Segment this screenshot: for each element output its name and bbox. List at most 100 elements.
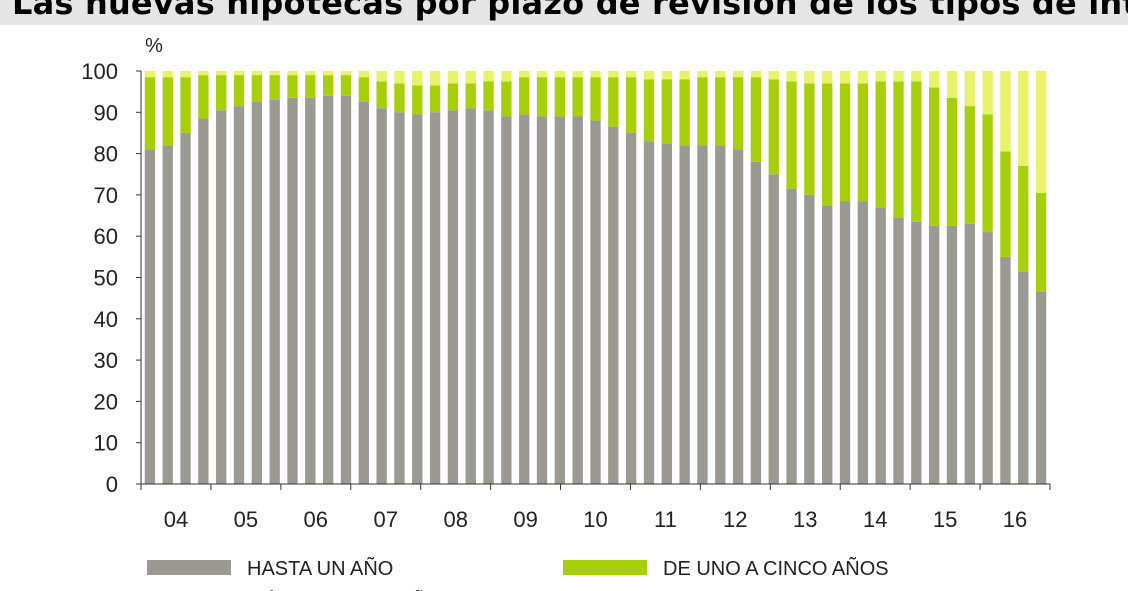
bar-segment-series-2: [447, 71, 459, 84]
bar-segment-series-0: [447, 110, 459, 485]
bar-segment-series-2: [287, 71, 298, 76]
bar-segment-series-0: [679, 145, 690, 484]
bar-segment-series-2: [643, 71, 655, 80]
bar-segment-series-2: [1000, 71, 1011, 152]
bar-segment-series-1: [768, 79, 779, 175]
bar-segment-series-1: [590, 77, 601, 121]
bar-segment-series-0: [322, 95, 334, 484]
x-tick-label: 04: [164, 507, 188, 532]
bar-segment-series-2: [376, 71, 387, 82]
bar-segment-series-0: [625, 132, 637, 484]
bar-segment-series-0: [394, 112, 405, 485]
bar-segment-series-1: [572, 77, 583, 117]
bar-segment-series-2: [608, 71, 619, 78]
bar-segment-series-2: [661, 71, 672, 80]
bar-segment-series-1: [536, 77, 548, 117]
bar-segment-series-1: [340, 75, 352, 96]
bar-segment-series-2: [322, 71, 334, 76]
bar-segment-series-2: [822, 71, 833, 84]
bar-segment-series-1: [946, 97, 958, 226]
bar-segment-series-0: [429, 112, 441, 485]
bar-segment-series-0: [715, 145, 726, 484]
bar-segment-series-1: [180, 77, 191, 133]
y-tick-label: 60: [94, 224, 118, 249]
bar-segment-series-2: [465, 71, 476, 84]
bar-segment-series-0: [233, 106, 245, 484]
bar-segment-series-1: [322, 75, 334, 96]
bar-segment-series-1: [911, 81, 922, 222]
y-unit-label: %: [145, 35, 163, 57]
bar-segment-series-1: [679, 79, 690, 146]
legend-swatch: [147, 560, 231, 575]
x-tick-label: 08: [443, 507, 467, 532]
bar-segment-series-0: [305, 97, 316, 484]
y-tick-label: 50: [94, 266, 118, 291]
bar-segment-series-1: [376, 81, 387, 109]
bar-segment-series-1: [144, 77, 156, 150]
bar-segment-series-0: [982, 232, 993, 484]
bar-segment-series-0: [964, 223, 975, 484]
bar-segment-series-1: [305, 75, 316, 98]
bar-segment-series-2: [198, 71, 209, 76]
bar-segment-series-2: [501, 71, 512, 82]
bar-segment-series-2: [679, 71, 690, 80]
bar-segment-series-0: [483, 110, 494, 485]
x-tick-label: 15: [933, 507, 957, 532]
bar-segment-series-1: [964, 106, 975, 224]
legend-label: HASTA UN AÑO: [247, 556, 393, 580]
bar-segment-series-1: [501, 81, 512, 117]
bar-segment-series-2: [875, 71, 886, 82]
x-tick-label: 07: [373, 507, 397, 532]
bar-segment-series-2: [768, 71, 779, 80]
bar-segment-series-2: [839, 71, 851, 84]
bar-segment-series-1: [822, 83, 833, 206]
bar-segment-series-1: [643, 79, 655, 142]
bar-segment-series-1: [1018, 165, 1029, 272]
bar-segment-series-1: [750, 77, 762, 162]
bar-segment-series-0: [608, 126, 619, 484]
bar-segment-series-1: [483, 81, 494, 111]
x-axis: 04 05 06 07 08 09 10 11 12 13 14 15 16: [140, 483, 1051, 532]
title-band: Las nuevas hipotecas por plazo de revisi…: [0, 0, 1128, 25]
bar-segment-series-1: [661, 79, 672, 144]
bar-segment-series-0: [340, 95, 352, 484]
bar-segment-series-2: [964, 71, 975, 107]
bar-segment-series-1: [216, 75, 227, 111]
bar-segment-series-2: [1035, 71, 1047, 193]
y-tick-label: 10: [94, 431, 118, 456]
y-tick-label: 90: [94, 100, 118, 125]
y-tick-label: 40: [94, 307, 118, 332]
bar-segment-series-0: [768, 174, 779, 484]
bar-segment-series-0: [251, 101, 263, 484]
bar-segment-series-0: [1000, 256, 1011, 484]
legend-label: DE UNO A CINCO AÑOS: [663, 556, 889, 580]
bar-segment-series-1: [412, 85, 423, 115]
bar-segment-series-0: [697, 145, 708, 484]
bar-segment-series-0: [519, 114, 530, 485]
bar-segment-series-0: [857, 201, 869, 484]
bar-segment-series-2: [732, 71, 744, 78]
chart-title: Las nuevas hipotecas por plazo de revisi…: [12, 0, 1128, 22]
bar-segment-series-1: [893, 81, 904, 218]
bar-segment-series-2: [536, 71, 548, 78]
bar-segment-series-2: [893, 71, 904, 82]
bar-segment-series-2: [269, 71, 280, 76]
bar-segment-series-1: [697, 77, 708, 146]
bar-segment-series-2: [233, 71, 245, 76]
bar-segment-series-0: [358, 101, 369, 484]
bar-segment-series-0: [269, 99, 280, 484]
x-tick-label: 05: [234, 507, 258, 532]
bar-segment-series-0: [822, 205, 833, 484]
bar-segment-series-0: [911, 221, 922, 484]
bar-segment-series-2: [340, 71, 352, 76]
bar-segment-series-2: [394, 71, 405, 84]
x-tick-label: 11: [654, 507, 677, 532]
bar-segment-series-0: [661, 143, 672, 484]
bar-segment-series-0: [732, 149, 744, 484]
x-tick-label: 13: [793, 507, 817, 532]
bar-segment-series-2: [251, 71, 263, 76]
bar-segment-series-1: [162, 77, 173, 146]
bar-segment-series-1: [233, 75, 245, 107]
bar-segment-series-1: [394, 83, 405, 113]
